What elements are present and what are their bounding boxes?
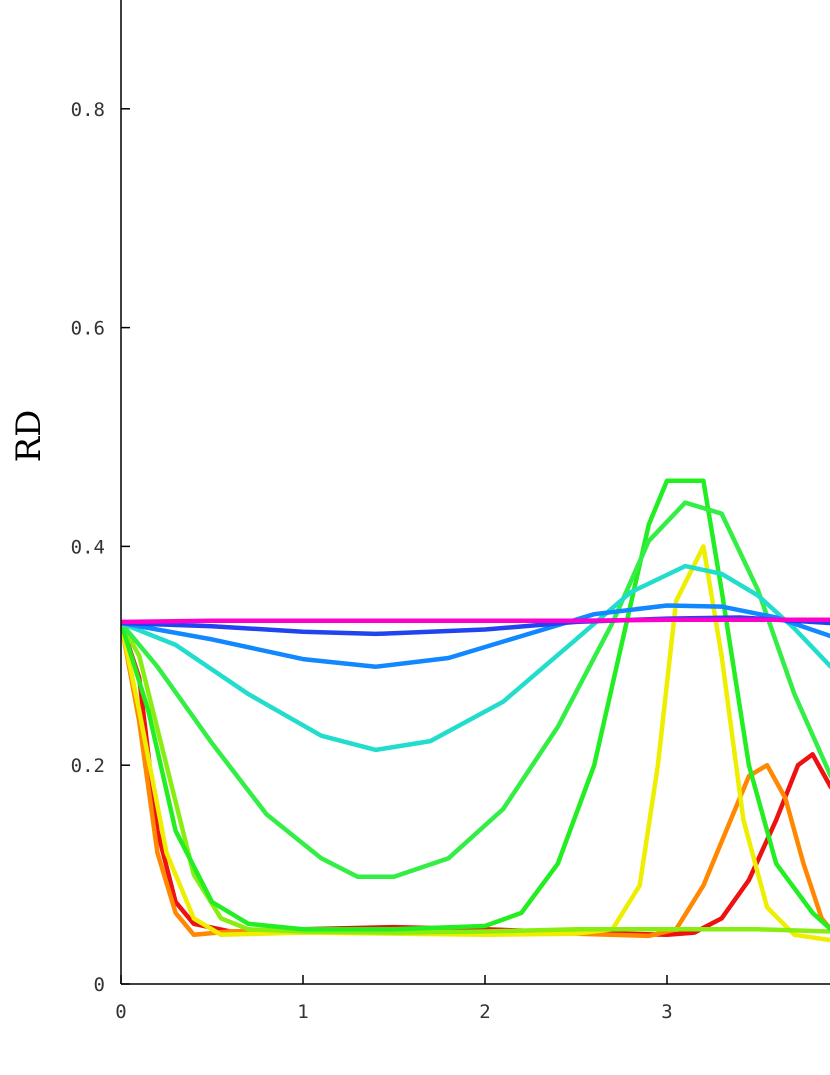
series-line-0: [121, 617, 830, 625]
y-axis-title: RD: [9, 410, 49, 463]
y-tick-label: 0: [94, 974, 105, 996]
y-tick-label: 0.8: [71, 99, 105, 121]
x-tick-label: 2: [479, 1001, 490, 1023]
x-axis-ticks: 0 1 2 3: [115, 975, 673, 1023]
series-line-3: [121, 563, 830, 753]
x-tick-label: 1: [297, 1001, 308, 1023]
series-line-2: [121, 603, 830, 669]
y-tick-label: 0.2: [71, 755, 105, 777]
series-layer: [121, 478, 830, 943]
y-axis-ticks: 0 0.2 0.4 0.6 0.8: [71, 99, 130, 996]
series-line-5: [121, 478, 830, 932]
series-line-8: [121, 620, 830, 939]
y-tick-label: 0.6: [71, 318, 105, 340]
x-tick-label: 0: [115, 1001, 126, 1023]
y-tick-label: 0.4: [71, 536, 105, 558]
series-line-4: [121, 500, 830, 880]
x-tick-label: 3: [661, 1001, 672, 1023]
series-line-7: [121, 544, 830, 943]
